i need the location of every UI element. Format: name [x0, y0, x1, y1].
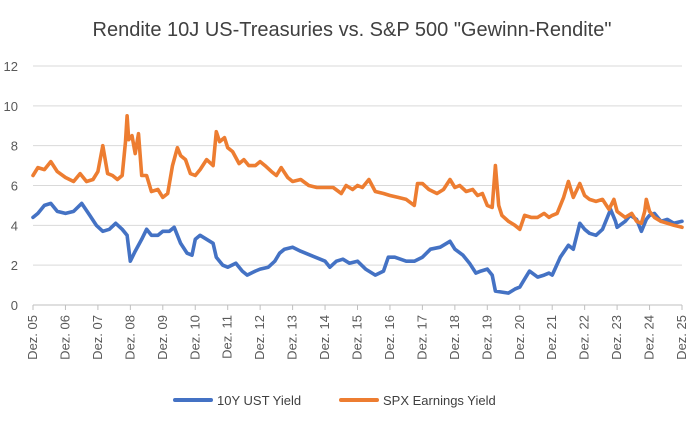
chart-title: Rendite 10J US-Treasuries vs. S&P 500 "G… [93, 19, 612, 41]
series-lines [31, 114, 684, 295]
x-tick-label: Dez. 05 [25, 315, 40, 360]
x-tick-label: Dez. 15 [350, 315, 365, 360]
y-tick-label: 0 [11, 298, 18, 313]
x-tick-label: Dez. 20 [512, 315, 527, 360]
y-tick-label: 12 [4, 59, 18, 74]
y-tick-label: 8 [11, 139, 18, 154]
x-tick-label: Dez. 22 [577, 315, 592, 360]
legend: 10Y UST Yield SPX Earnings Yield [173, 393, 496, 408]
x-axis [32, 304, 683, 310]
x-tick-label: Dez. 14 [317, 315, 332, 360]
x-tick-label: Dez. 10 [187, 315, 202, 360]
y-tick-label: 2 [11, 258, 18, 273]
x-tick-label: Dez. 13 [285, 315, 300, 360]
y-tick-label: 6 [11, 179, 18, 194]
x-tick-label: Dez. 25 [674, 315, 689, 360]
x-tick-label: Dez. 09 [155, 315, 170, 360]
x-tick-label: Dez. 21 [544, 315, 559, 360]
y-axis-tick-labels: 0 2 4 6 8 10 12 [4, 59, 18, 313]
x-axis-tick-labels: Dez. 05 Dez. 06 Dez. 07 Dez. 08 Dez. 09 Dez. … [25, 315, 689, 360]
series-line-spx-earnings-yield [31, 114, 684, 232]
x-tick-label: Dez. 24 [642, 315, 657, 360]
x-tick-label: Dez. 16 [382, 315, 397, 360]
x-tick-label: Dez. 07 [90, 315, 105, 360]
legend-label-ust: 10Y UST Yield [217, 393, 301, 408]
y-tick-label: 4 [11, 218, 18, 233]
x-tick-label: Dez. 08 [122, 315, 137, 360]
y-tick-label: 10 [4, 99, 18, 114]
x-tick-label: Dez. 18 [447, 315, 462, 360]
x-tick-label: Dez. 11 [220, 315, 235, 359]
x-tick-label: Dez. 12 [252, 315, 267, 360]
x-tick-label: Dez. 17 [414, 315, 429, 360]
x-tick-label: Dez. 23 [609, 315, 624, 360]
x-tick-label: Dez. 19 [479, 315, 494, 360]
legend-label-spx: SPX Earnings Yield [383, 393, 496, 408]
x-tick-label: Dez. 06 [57, 315, 72, 360]
gridlines [33, 65, 682, 266]
series-line-ust-yield [31, 201, 684, 295]
